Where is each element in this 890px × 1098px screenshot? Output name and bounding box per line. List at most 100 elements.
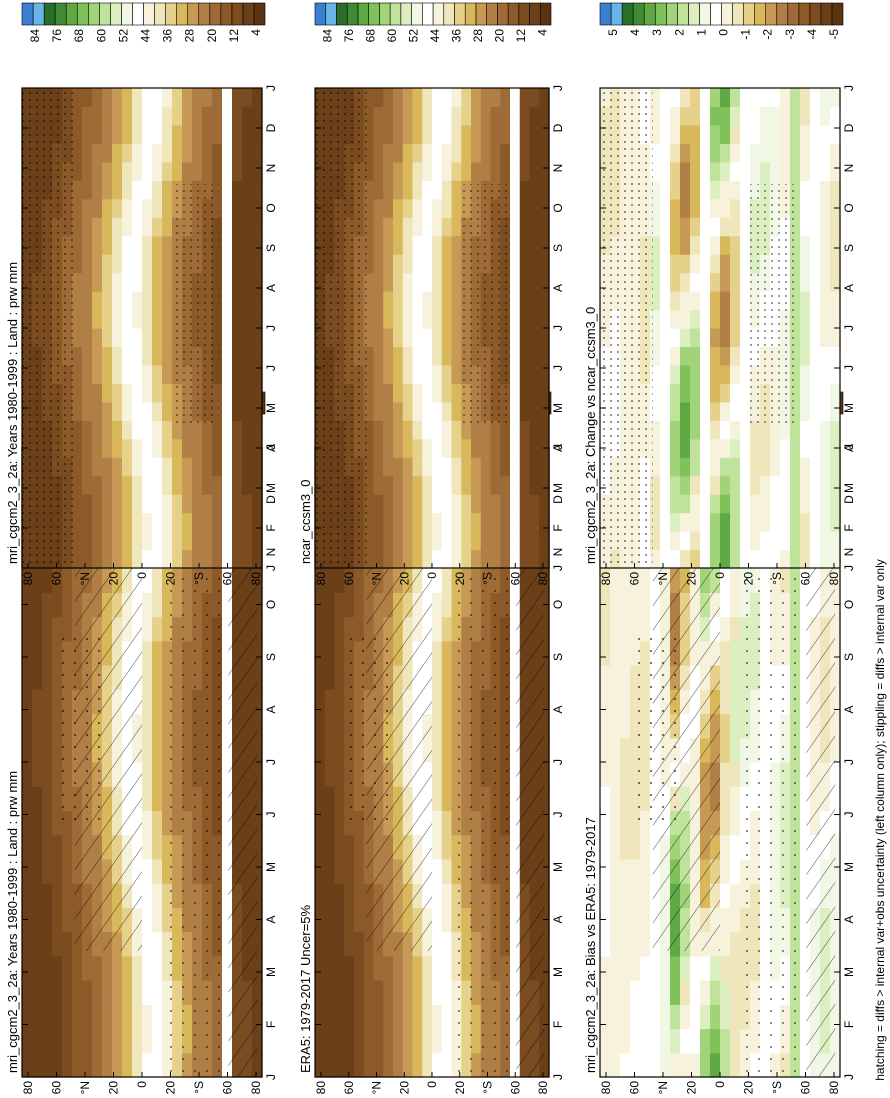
heatmap-cell <box>432 457 443 477</box>
heatmap-cell <box>461 531 472 551</box>
heatmap-cell <box>242 383 253 403</box>
heatmap-cell <box>373 235 384 255</box>
heatmap-cell <box>122 309 133 329</box>
heatmap-cell <box>650 235 661 255</box>
heatmap-cell <box>730 420 741 440</box>
heatmap-cell <box>740 512 751 532</box>
heatmap-cell <box>780 475 791 495</box>
heatmap-cell <box>383 420 394 440</box>
heatmap-cell <box>620 955 631 981</box>
y-tick-labels: 80 60 °N 20 0 20 °S 60 80 <box>599 563 841 585</box>
heatmap-cell <box>630 980 641 1005</box>
heatmap-cell <box>222 198 233 218</box>
heatmap-cell <box>192 161 203 181</box>
heatmap-cell <box>500 161 511 181</box>
heatmap-cell <box>192 475 203 495</box>
heatmap-cell <box>510 592 521 618</box>
x-tick-label: M <box>264 483 278 493</box>
heatmap-cell <box>363 364 375 384</box>
heatmap-cell <box>820 198 831 218</box>
heatmap-cell <box>422 291 433 311</box>
heatmap-cell <box>402 88 414 108</box>
heatmap-cell <box>441 272 453 292</box>
heatmap-cell <box>820 328 831 348</box>
colorbar-swatch <box>454 2 466 26</box>
heatmap-cell <box>172 475 183 495</box>
heatmap-cell <box>162 217 173 237</box>
heatmap-cell <box>222 235 233 255</box>
heatmap-cell <box>800 931 811 957</box>
heatmap-cell <box>820 494 831 514</box>
heatmap-cell <box>402 217 414 237</box>
heatmap-cell <box>441 512 453 532</box>
heatmap-cell <box>700 980 711 1005</box>
heatmap-cell <box>451 531 462 551</box>
heatmap-cell <box>324 665 336 690</box>
heatmap-cell <box>710 291 721 311</box>
heatmap-cell <box>600 1004 611 1030</box>
heatmap-cell <box>770 106 781 126</box>
heatmap-cell <box>660 383 671 403</box>
heatmap-cell <box>740 88 751 108</box>
heatmap-cell <box>142 592 153 618</box>
heatmap-cell <box>232 161 243 181</box>
heatmap-cell <box>690 88 701 108</box>
heatmap-cell <box>660 180 671 200</box>
heatmap-cell <box>222 272 233 292</box>
heatmap-cell <box>142 235 153 255</box>
heatmap-cell <box>539 383 550 403</box>
heatmap-cell <box>660 1052 671 1078</box>
x-tick-label: M <box>551 967 565 977</box>
colorbar-swatch <box>497 2 509 26</box>
heatmap-cell <box>222 568 233 593</box>
heatmap-cell <box>510 640 521 666</box>
heatmap-cell <box>690 1028 701 1054</box>
heatmap-cell <box>22 883 33 908</box>
y-tick-label: 60 <box>508 1081 522 1095</box>
heatmap-cell <box>412 106 423 126</box>
heatmap-cell <box>32 1028 43 1054</box>
heatmap-cell <box>112 254 123 274</box>
heatmap-cell <box>222 124 233 144</box>
heatmap-cell <box>92 1052 103 1078</box>
heatmap-cell <box>152 737 163 763</box>
heatmap-cell <box>432 549 443 569</box>
heatmap-cell <box>42 1028 53 1054</box>
heatmap-cell <box>690 124 701 144</box>
heatmap-cell <box>529 549 540 569</box>
heatmap-cell <box>383 235 394 255</box>
heatmap-cell <box>810 124 821 144</box>
heatmap-cell <box>102 235 113 255</box>
colorbar-swatch <box>76 2 89 26</box>
heatmap-cell <box>373 980 384 1005</box>
heatmap-cell <box>72 291 83 311</box>
heatmap-cell <box>402 124 414 144</box>
heatmap-cell <box>92 272 103 292</box>
heatmap-cell <box>630 907 641 933</box>
heatmap-cell <box>373 420 384 440</box>
heatmap-cell <box>202 106 213 126</box>
heatmap-cell <box>252 1028 263 1054</box>
heatmap-cell <box>670 161 681 181</box>
heatmap-cell <box>441 786 453 812</box>
heatmap-cell <box>640 592 651 618</box>
heatmap-cell <box>315 955 326 981</box>
heatmap-cell <box>22 713 33 739</box>
x-tick-label: F <box>264 524 278 531</box>
heatmap-cell <box>800 762 811 787</box>
heatmap-cell <box>142 438 153 458</box>
heatmap-cell <box>510 955 521 981</box>
heatmap-cell <box>710 124 721 144</box>
heatmap-cell <box>810 512 821 532</box>
heatmap-cell <box>122 272 133 292</box>
heatmap-cell <box>810 457 821 477</box>
heatmap-cell <box>72 143 83 163</box>
heatmap-cell <box>222 309 233 329</box>
y-tick-label: 20 <box>164 1081 178 1095</box>
heatmap-cell <box>62 592 73 618</box>
heatmap-cell <box>363 420 375 440</box>
heatmap-cell <box>700 143 711 163</box>
heatmap-cell <box>132 180 143 200</box>
heatmap-cell <box>690 475 701 495</box>
heatmap-cell <box>529 198 540 218</box>
